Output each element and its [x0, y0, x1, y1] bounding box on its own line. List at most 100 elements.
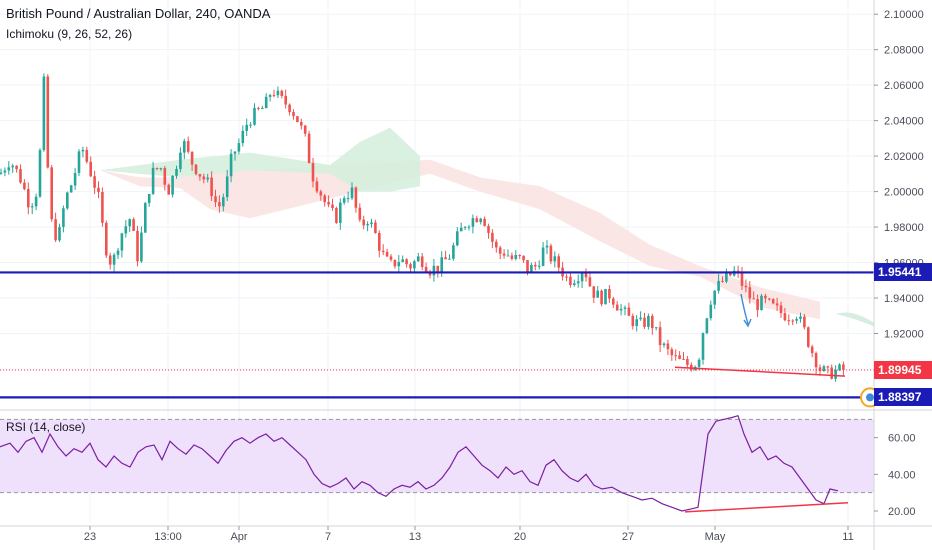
candle-body	[42, 76, 46, 151]
candle-body	[335, 208, 338, 223]
ichimoku-legend[interactable]: Ichimoku (9, 26, 52, 26)	[6, 27, 133, 41]
candle-body	[428, 271, 432, 276]
candle-body	[779, 305, 783, 314]
price-tick-label: 2.00000	[884, 187, 924, 199]
time-tick-label: 13	[409, 531, 421, 543]
candle-body	[124, 226, 128, 234]
candle-body	[670, 349, 674, 356]
candle-body	[647, 315, 650, 327]
time-tick-label: 23	[84, 531, 96, 543]
price-tick-label: 1.92000	[884, 328, 924, 340]
candle-body	[448, 258, 451, 260]
chart-title: British Pound / Australian Dollar, 240, …	[6, 6, 271, 21]
candle-body	[194, 164, 198, 175]
candle-body	[783, 313, 787, 321]
candle-body	[592, 286, 596, 298]
candle-body	[748, 287, 752, 299]
candle-body	[549, 245, 553, 262]
candle-body	[159, 168, 163, 170]
candle-body	[132, 219, 135, 231]
candle-body	[467, 226, 471, 228]
candle-body	[651, 315, 654, 329]
candle-body	[444, 257, 447, 260]
candle-body	[409, 264, 412, 269]
price-tick-label: 2.02000	[884, 151, 924, 163]
candle-body	[709, 304, 713, 319]
candle-body	[654, 327, 658, 329]
price-tick-label: 1.98000	[884, 222, 924, 234]
candle-body	[89, 161, 92, 177]
rsi-legend[interactable]: RSI (14, close)	[6, 420, 86, 434]
candle-body	[237, 143, 241, 152]
candle-body	[381, 250, 385, 252]
candle-body	[721, 280, 724, 282]
candle-body	[838, 364, 841, 370]
candle-body	[612, 298, 615, 305]
candle-body	[30, 206, 34, 208]
candle-body	[771, 299, 775, 304]
candle-body	[101, 192, 104, 223]
candle-body	[175, 169, 178, 176]
candle-body	[432, 265, 436, 276]
candle-body	[362, 219, 365, 226]
candle-body	[682, 358, 685, 360]
candle-body	[420, 256, 424, 267]
candle-body	[0, 172, 3, 174]
rsi-line	[0, 414, 839, 512]
candle-body	[292, 112, 295, 117]
candle-body	[635, 319, 638, 326]
price-tick-label: 2.04000	[884, 116, 924, 128]
candle-body	[725, 272, 728, 282]
rsi-band	[0, 419, 874, 493]
candle-body	[483, 218, 486, 226]
candle-body	[46, 76, 50, 168]
candle-body	[764, 295, 767, 299]
candle-body	[452, 245, 455, 259]
candle-body	[257, 107, 260, 109]
time-tick-label: 20	[514, 531, 526, 543]
candle-body	[643, 317, 646, 327]
candle-body	[77, 151, 81, 173]
candle-body	[233, 151, 237, 154]
candle-body	[268, 95, 272, 97]
candle-body	[346, 198, 350, 200]
candle-body	[807, 327, 810, 347]
candle-body	[701, 333, 705, 360]
candle-body	[576, 281, 580, 284]
candle-body	[787, 320, 791, 322]
rsi-tick-label: 20.00	[888, 506, 916, 518]
candle-body	[397, 262, 401, 267]
candle-body	[662, 343, 666, 346]
candle-body	[366, 224, 369, 226]
candle-body	[311, 163, 315, 182]
candle-body	[569, 276, 572, 285]
candle-body	[120, 233, 124, 251]
candle-body	[506, 255, 510, 257]
candle-body	[206, 177, 209, 180]
drawing-arrow-head	[743, 318, 752, 328]
candle-body	[7, 167, 11, 171]
candle-body	[190, 151, 194, 165]
candle-body	[553, 256, 557, 262]
candle-body	[214, 196, 217, 203]
candle-body	[580, 273, 584, 282]
candle-body	[229, 153, 233, 177]
candle-body	[417, 256, 420, 262]
candle-body	[729, 272, 732, 276]
candle-body	[834, 369, 837, 379]
candle-body	[619, 308, 623, 311]
candle-body	[50, 167, 53, 220]
candle-body	[108, 255, 112, 265]
candle-body	[105, 222, 108, 256]
candle-body	[678, 355, 681, 359]
candle-body	[463, 226, 467, 228]
candle-body	[803, 316, 806, 328]
candle-body	[768, 298, 771, 300]
candle-body	[327, 202, 330, 205]
candle-body	[522, 255, 525, 261]
candle-body	[358, 207, 362, 220]
price-tick-label: 1.94000	[884, 293, 924, 305]
candle-body	[456, 231, 459, 246]
candle-body	[666, 343, 670, 350]
